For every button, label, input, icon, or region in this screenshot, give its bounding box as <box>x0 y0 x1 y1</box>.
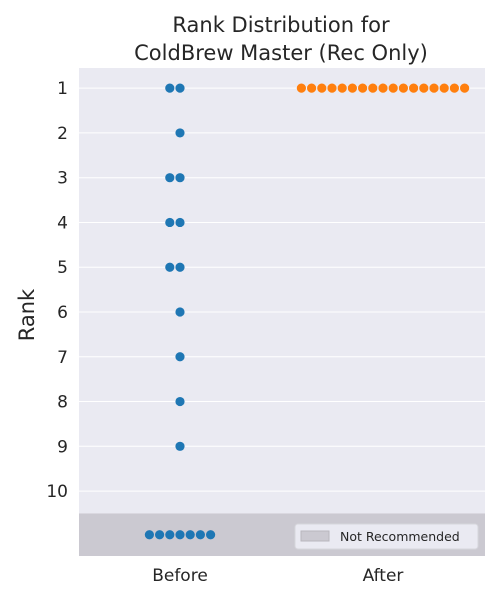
swarm-point <box>317 83 327 93</box>
swarm-point <box>175 173 185 183</box>
swarm-point <box>175 352 185 362</box>
y-tick-label: 7 <box>57 348 68 368</box>
grid-lines <box>79 87 485 492</box>
swarm-point <box>347 83 357 93</box>
swarm-point <box>175 530 185 540</box>
y-tick-label: 6 <box>57 303 68 323</box>
swarm-point <box>358 83 368 93</box>
legend-frame <box>294 523 479 550</box>
swarm-point <box>337 83 347 93</box>
swarm-point <box>296 83 306 93</box>
x-tick-label: After <box>363 566 404 586</box>
x-tick-label: Before <box>152 566 208 586</box>
swarm-point <box>175 83 185 93</box>
x-tick-labels: Before After <box>152 566 403 586</box>
y-tick-label: 5 <box>57 258 68 278</box>
swarm-point <box>439 83 449 93</box>
swarm-point <box>165 83 175 93</box>
y-tick-labels: 1 2 3 4 5 6 7 8 9 10 <box>46 79 68 502</box>
swarm-point <box>327 83 337 93</box>
swarm-point <box>429 83 439 93</box>
swarm-point <box>175 262 185 272</box>
y-tick-label: 2 <box>57 124 68 144</box>
y-tick-label: 3 <box>57 169 68 189</box>
swarm-point <box>175 128 185 138</box>
swarm-point <box>165 217 175 228</box>
swarm-point <box>185 530 195 540</box>
y-tick-label: 4 <box>57 213 68 233</box>
legend: Not Recommended <box>294 523 479 550</box>
swarm-point <box>409 83 419 93</box>
swarm-points <box>144 83 470 540</box>
chart-title-line-1: Rank Distribution for <box>172 13 390 37</box>
y-tick-label: 8 <box>57 393 68 413</box>
swarm-point <box>388 83 398 93</box>
y-axis-label: Rank <box>15 288 39 341</box>
swarm-point <box>155 530 165 540</box>
swarm-point <box>175 441 185 451</box>
legend-swatch-not-recommended <box>300 530 330 542</box>
swarm-point <box>165 173 175 183</box>
legend-label-not-recommended: Not Recommended <box>340 529 460 544</box>
swarm-point <box>398 83 408 93</box>
swarm-point <box>368 83 378 93</box>
chart-title-line-2: ColdBrew Master (Rec Only) <box>134 41 428 65</box>
swarm-point <box>175 217 185 228</box>
swarm-point <box>419 83 429 93</box>
swarm-point <box>165 530 175 540</box>
swarm-point <box>175 307 185 317</box>
swarm-point <box>449 83 459 93</box>
swarm-point <box>206 530 216 540</box>
y-tick-label: 1 <box>57 79 68 99</box>
swarm-point <box>378 83 388 93</box>
swarm-point <box>165 262 175 272</box>
swarm-point <box>144 530 154 540</box>
y-tick-label: 9 <box>57 437 68 457</box>
y-tick-label: 10 <box>46 482 68 502</box>
swarm-point <box>307 83 317 93</box>
swarm-point <box>175 396 185 407</box>
swarm-point <box>195 530 205 540</box>
swarm-point <box>460 83 470 93</box>
